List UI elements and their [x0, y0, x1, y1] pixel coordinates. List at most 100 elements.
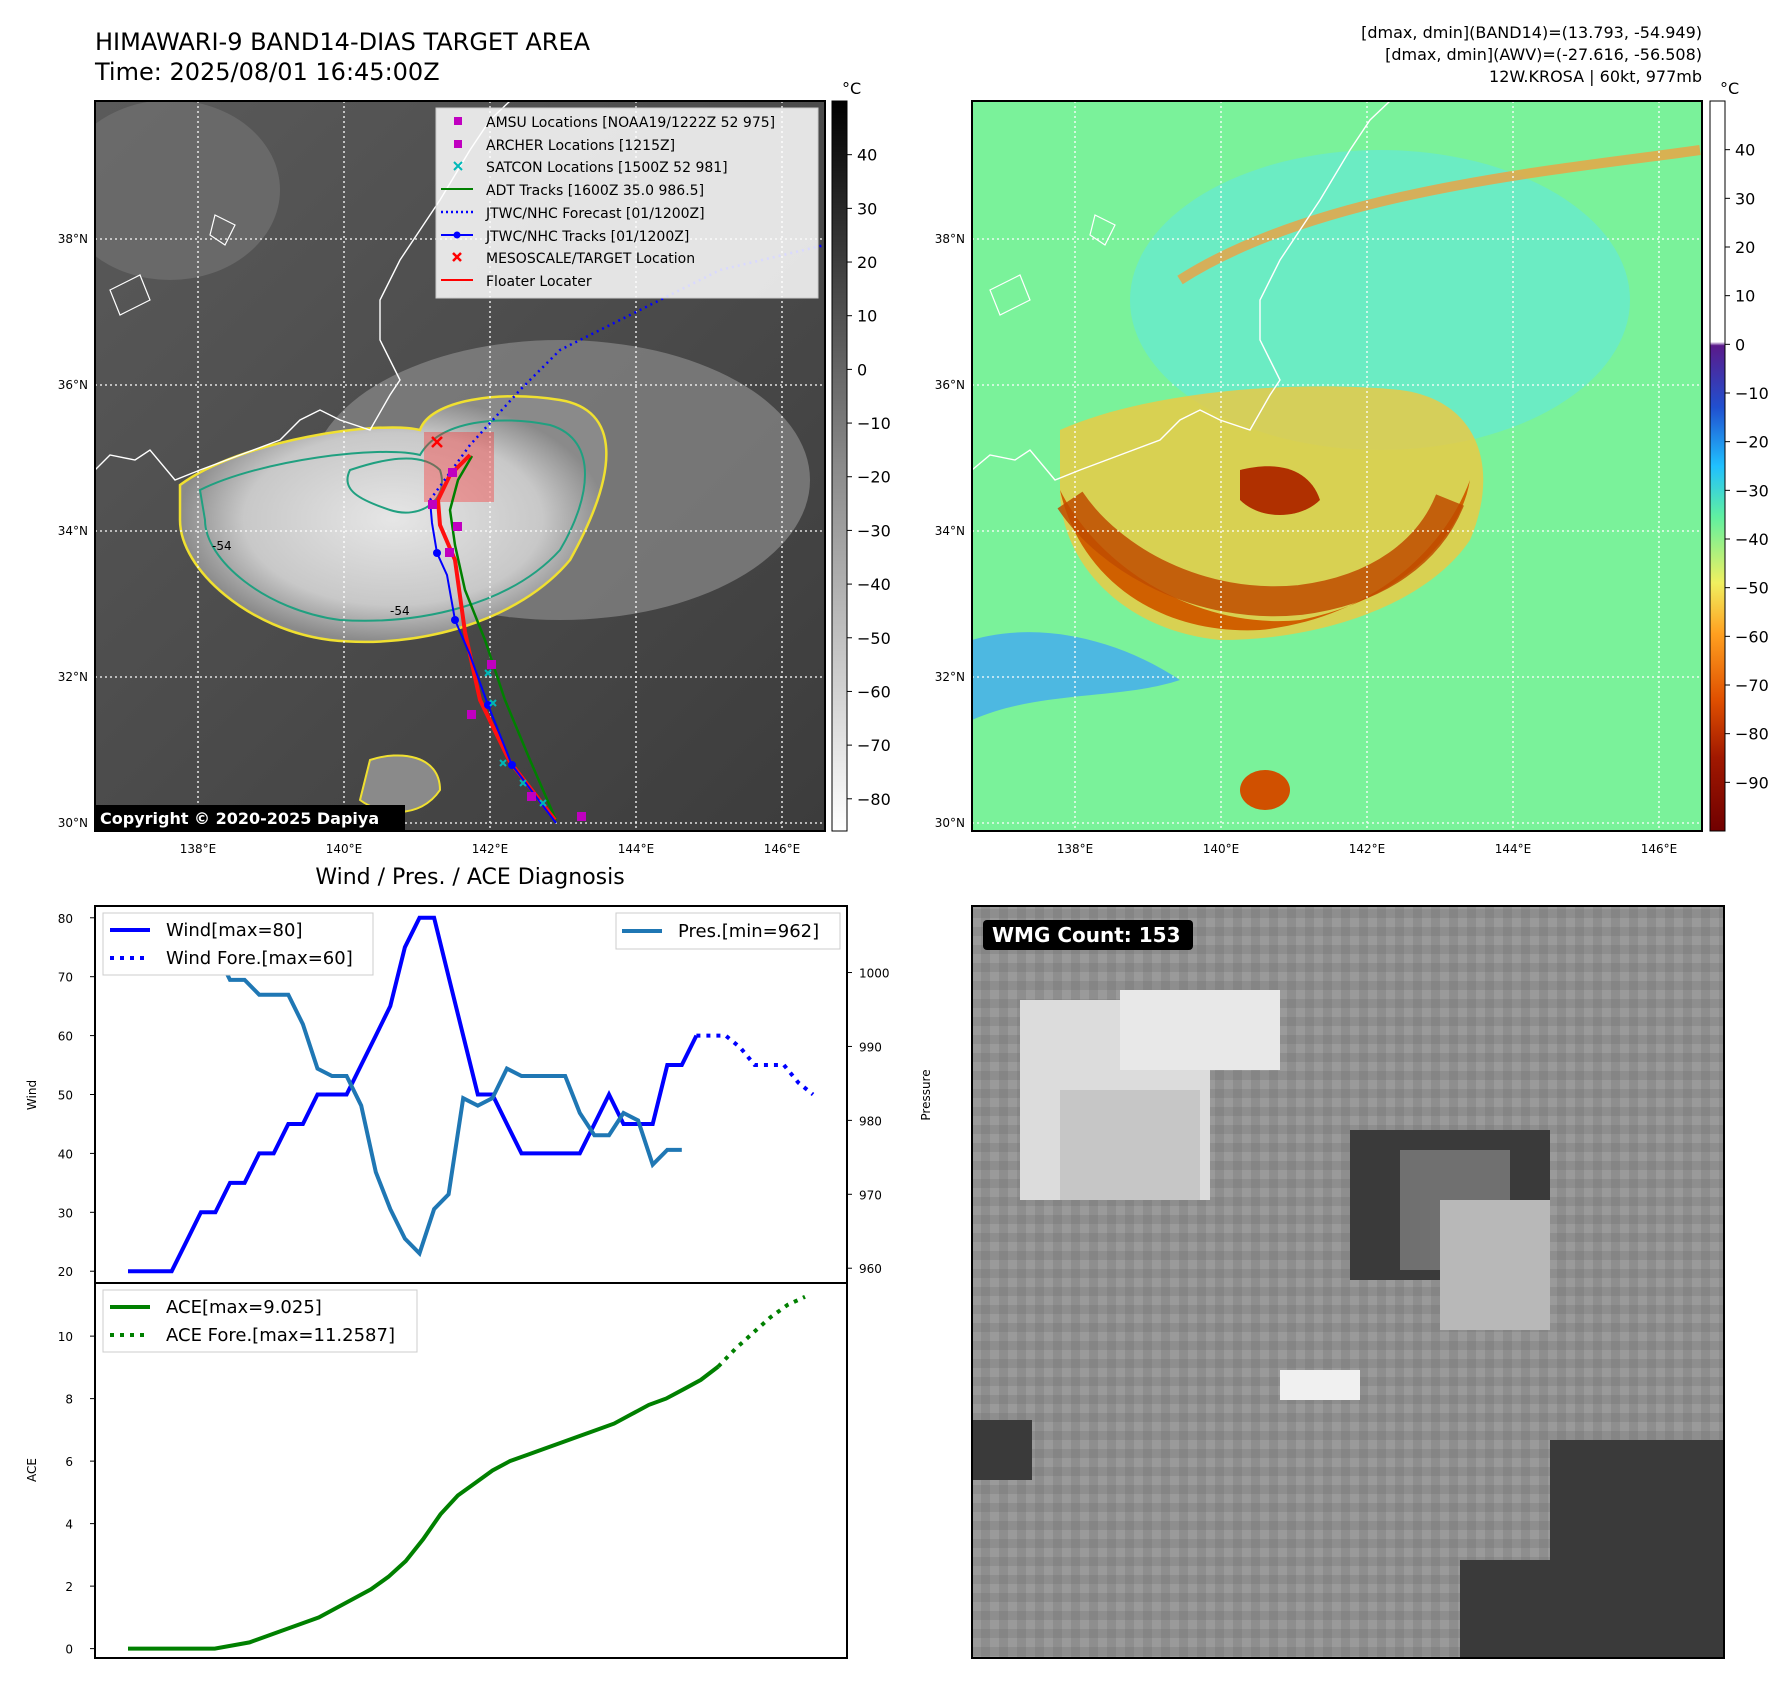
- y-tick-label: 10: [58, 1330, 73, 1344]
- storm-cloud-shield: [180, 396, 607, 642]
- rainband-core: [1057, 491, 1464, 617]
- lon-tick: 144°E: [1495, 842, 1532, 856]
- series-line-1: [696, 1033, 815, 1097]
- contour-teal-inner: [346, 457, 443, 514]
- y-tick-label: 8: [65, 1393, 73, 1407]
- target-legend-icon: [452, 252, 462, 262]
- colorbar-tick-label: −10: [857, 414, 891, 433]
- wind-y-ticks: 20 30 40 50 60 70 80: [58, 912, 95, 1279]
- y-tick-label: 6: [65, 1455, 73, 1469]
- series-line-1: [716, 1294, 806, 1368]
- contour-yellow: [178, 395, 608, 644]
- colorbar-tick-label: −30: [1735, 481, 1769, 500]
- copyright-text: Copyright © 2020-2025 Dapiya: [100, 809, 379, 828]
- contour-teal: [198, 419, 586, 622]
- colorbar-tick-label: 40: [857, 146, 877, 165]
- y-tick-label: 990: [859, 1040, 882, 1054]
- colorbar-ticks: 40 30 20 10 0 −10 −20 −30 −40 −50 −60 −70 −80 −90: [1725, 141, 1769, 792]
- colorbar-tick-label: 20: [857, 253, 877, 272]
- info-awv-range: [dmax, dmin](AWV)=(-27.616, -56.508): [1385, 45, 1702, 64]
- tracks-legend-dot: [453, 231, 461, 239]
- colorbar-tick-label: −40: [1735, 530, 1769, 549]
- y-tick-label: 980: [859, 1114, 882, 1128]
- awv-lon-ticks: 138°E 140°E 142°E 144°E 146°E: [1057, 842, 1678, 856]
- wind-series: [128, 915, 815, 1274]
- lon-tick: 140°E: [1203, 842, 1240, 856]
- colorbar-tick-label: −70: [1735, 676, 1769, 695]
- ir-lon-ticks: 138°E 140°E 142°E 144°E 146°E: [180, 842, 801, 856]
- y-tick-label: 20: [58, 1265, 73, 1279]
- lat-tick: 34°N: [935, 524, 965, 538]
- coastline-sado: [1089, 214, 1116, 246]
- lat-tick: 32°N: [58, 670, 88, 684]
- y-tick-label: 0: [65, 1643, 73, 1657]
- coastline-noto: [109, 274, 151, 316]
- ace-ylabel: ACE: [25, 1458, 39, 1482]
- awv-lat-ticks: 38°N 36°N 34°N 32°N 30°N: [935, 232, 965, 830]
- y-tick-label: 80: [58, 912, 73, 926]
- amsu-legend-icon: [454, 117, 462, 125]
- colorbar-tick-label: −80: [1735, 725, 1769, 744]
- figure-title: HIMAWARI-9 BAND14-DIAS TARGET AREA: [95, 28, 591, 56]
- legend-item: Floater Locater: [486, 274, 592, 290]
- y-tick-label: 50: [58, 1089, 73, 1103]
- satcon-markers: [484, 669, 547, 807]
- south-convection: [1240, 770, 1290, 810]
- colorbar-tick-label: −50: [1735, 579, 1769, 598]
- y-tick-label: 70: [58, 971, 73, 985]
- wmg-count-label: WMG Count: 153: [992, 923, 1181, 947]
- wmg-panel: WMG Count: 153: [971, 905, 1725, 1659]
- copyright-box: [95, 805, 405, 831]
- colorbar-ticks: 40 30 20 10 0 −10 −20 −30 −40 −50 −60 −70 −80: [847, 146, 891, 809]
- colorbar-tick-label: 0: [1735, 335, 1745, 354]
- adt-track: [448, 455, 558, 821]
- colorbar-tick-label: −10: [1735, 384, 1769, 403]
- lat-tick: 38°N: [58, 232, 88, 246]
- legend-item: JTWC/NHC Forecast [01/1200Z]: [485, 206, 705, 222]
- jtwc-forecast-track: [428, 243, 825, 501]
- lon-tick: 144°E: [618, 842, 655, 856]
- legend-item: ARCHER Locations [1215Z]: [486, 138, 675, 154]
- colorbar-tick-label: −60: [857, 682, 891, 701]
- diagnosis-title: Wind / Pres. / ACE Diagnosis: [315, 865, 624, 890]
- legend-item: MESOSCALE/TARGET Location: [486, 251, 695, 267]
- wind-ylabel: Wind: [25, 1080, 39, 1110]
- legend-item: ADT Tracks [1600Z 35.0 986.5]: [486, 183, 704, 199]
- moisture-band: [1177, 145, 1701, 285]
- legend-item: SATCON Locations [1500Z 52 981]: [486, 160, 728, 176]
- y-tick-label: 2: [65, 1580, 73, 1594]
- wmg-warm-region: [1460, 1560, 1724, 1658]
- wmg-warm-region: [972, 1420, 1032, 1480]
- wmg-cold-region: [1120, 990, 1280, 1070]
- awv-map-panel: 138°E 140°E 142°E 144°E 146°E 38°N 36°N …: [935, 79, 1769, 856]
- lat-tick: 36°N: [58, 378, 88, 392]
- coastline-honshu: [95, 101, 511, 481]
- colorbar-tick-label: −40: [857, 575, 891, 594]
- lat-tick: 32°N: [935, 670, 965, 684]
- legend-item: Wind[max=80]: [166, 920, 303, 941]
- colorbar-tick-label: −80: [857, 790, 891, 809]
- wind-legend: Wind[max=80] Wind Fore.[max=60]: [102, 912, 374, 976]
- lon-tick: 138°E: [180, 842, 217, 856]
- colorbar-tick-label: 0: [857, 360, 867, 379]
- coastline-noto: [989, 274, 1031, 316]
- awv-map-frame: [971, 100, 1703, 832]
- ir-map-panel: -54 -54: [58, 79, 891, 856]
- figure-time: Time: 2025/08/01 16:45:00Z: [94, 58, 440, 86]
- ir-lat-ticks: 38°N 36°N 34°N 32°N 30°N: [58, 232, 88, 830]
- ir-map-frame: [94, 100, 826, 832]
- y-tick-label: 40: [58, 1147, 73, 1161]
- wmg-cold-region: [1440, 1200, 1550, 1330]
- contour-south: [358, 754, 442, 813]
- colorbar-tick-label: −20: [1735, 433, 1769, 452]
- archer-legend-icon: [454, 140, 462, 148]
- legend-item: Wind Fore.[max=60]: [166, 948, 353, 969]
- colorbar-unit: °C: [1720, 79, 1739, 98]
- info-band14-range: [dmax, dmin](BAND14)=(13.793, -54.949): [1361, 23, 1702, 42]
- lat-tick: 30°N: [935, 816, 965, 830]
- coastline-honshu: [972, 101, 1391, 481]
- inner-core: [1240, 466, 1320, 515]
- colorbar-tick-label: −90: [1735, 773, 1769, 792]
- amsu-markers: [428, 468, 586, 821]
